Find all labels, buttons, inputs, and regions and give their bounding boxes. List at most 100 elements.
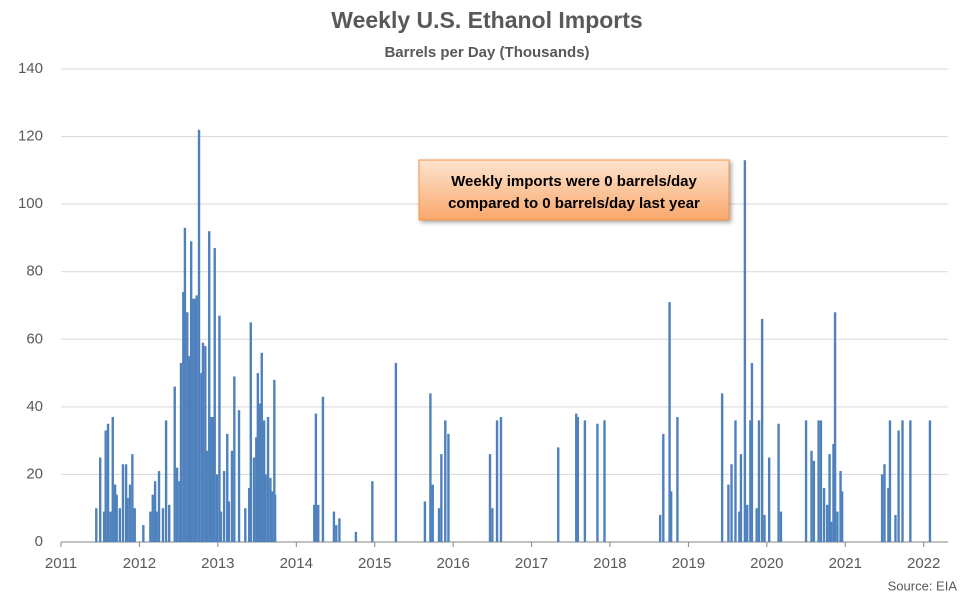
bar bbox=[394, 362, 398, 542]
bar bbox=[215, 474, 219, 542]
bar bbox=[738, 511, 741, 542]
chart-title: Weekly U.S. Ethanol Imports bbox=[331, 7, 642, 33]
annotation: compared to 0 barrels/day last year bbox=[448, 195, 700, 212]
bar bbox=[182, 291, 185, 542]
bar bbox=[205, 450, 209, 542]
bar bbox=[447, 433, 450, 542]
x-tick-label: 2021 bbox=[829, 555, 862, 572]
bar bbox=[178, 481, 181, 542]
bar bbox=[99, 457, 102, 542]
bar bbox=[354, 531, 358, 542]
annotation-box bbox=[418, 159, 730, 221]
x-tick-label: 2019 bbox=[672, 555, 705, 572]
y-tick-label: 0 bbox=[35, 533, 43, 550]
bar bbox=[227, 501, 231, 542]
bar bbox=[596, 423, 599, 542]
bar bbox=[909, 420, 912, 542]
bar bbox=[440, 454, 443, 542]
bar bbox=[230, 450, 234, 542]
y-tick-label: 60 bbox=[26, 330, 43, 347]
bar bbox=[495, 420, 499, 542]
bar bbox=[151, 494, 154, 542]
bar bbox=[810, 450, 813, 542]
x-tick-label: 2016 bbox=[436, 555, 469, 572]
bar bbox=[767, 457, 771, 542]
bar bbox=[338, 518, 341, 542]
bar bbox=[658, 514, 662, 542]
bar bbox=[233, 376, 236, 542]
x-tick-label: 2014 bbox=[280, 555, 313, 572]
bar bbox=[749, 420, 752, 542]
bar bbox=[335, 525, 338, 542]
bar bbox=[260, 352, 263, 542]
bar bbox=[880, 474, 884, 542]
bar bbox=[266, 416, 270, 542]
bar bbox=[779, 511, 783, 542]
bar bbox=[270, 491, 274, 542]
bar bbox=[603, 420, 606, 542]
bar bbox=[269, 477, 272, 542]
source: Source: EIA bbox=[888, 578, 958, 593]
y-tick-label: 80 bbox=[26, 263, 43, 280]
bar bbox=[583, 420, 587, 542]
plot-area: 0 20 40 60 80 100 120 140 2011 2012 2013 2014 2015 20… bbox=[18, 60, 948, 572]
bar bbox=[730, 464, 733, 542]
bar bbox=[273, 494, 277, 542]
bar bbox=[164, 420, 168, 542]
bar bbox=[836, 511, 839, 542]
y-tick-label: 20 bbox=[26, 465, 43, 482]
bar bbox=[499, 416, 503, 542]
bar bbox=[444, 420, 447, 542]
bar bbox=[161, 508, 165, 542]
bar bbox=[252, 457, 256, 542]
x-tick-label: 2018 bbox=[593, 555, 626, 572]
bar bbox=[669, 491, 673, 542]
bar bbox=[887, 487, 890, 542]
bar bbox=[431, 484, 434, 542]
bar bbox=[200, 373, 203, 542]
bar bbox=[195, 295, 198, 542]
bar bbox=[750, 362, 754, 542]
x-tick-label: 2015 bbox=[358, 555, 391, 572]
bar bbox=[817, 420, 820, 542]
bar bbox=[720, 393, 724, 542]
bar bbox=[109, 511, 112, 542]
bar bbox=[95, 508, 98, 542]
chart-subtitle: Barrels per Day (Thousands) bbox=[384, 44, 589, 61]
bar bbox=[197, 129, 201, 543]
bar bbox=[106, 423, 110, 542]
bar bbox=[153, 481, 157, 542]
bar bbox=[763, 514, 766, 542]
bar bbox=[332, 511, 336, 542]
bar bbox=[226, 433, 229, 542]
bar bbox=[191, 298, 194, 542]
bar bbox=[575, 413, 578, 542]
bar bbox=[819, 420, 823, 542]
bar bbox=[662, 433, 665, 542]
bar bbox=[115, 494, 118, 542]
bar bbox=[321, 396, 325, 542]
bar bbox=[157, 471, 161, 542]
bar bbox=[371, 481, 374, 542]
bar bbox=[193, 298, 197, 542]
bar bbox=[155, 511, 158, 542]
bar bbox=[264, 474, 267, 542]
bar bbox=[826, 504, 829, 542]
bar bbox=[812, 460, 816, 542]
bar bbox=[883, 464, 886, 542]
bar bbox=[219, 511, 223, 542]
x-tick-label: 2012 bbox=[123, 555, 156, 572]
bar bbox=[777, 423, 780, 542]
bar bbox=[128, 484, 132, 542]
bar bbox=[124, 464, 128, 542]
bar bbox=[259, 403, 262, 542]
bar bbox=[491, 508, 494, 542]
x-tick-label: 2022 bbox=[907, 555, 940, 572]
bar bbox=[255, 437, 258, 542]
bar bbox=[218, 315, 221, 542]
bar bbox=[833, 312, 837, 542]
bar bbox=[201, 342, 205, 542]
bar bbox=[746, 504, 749, 542]
bar bbox=[727, 484, 730, 542]
bar bbox=[183, 227, 187, 543]
